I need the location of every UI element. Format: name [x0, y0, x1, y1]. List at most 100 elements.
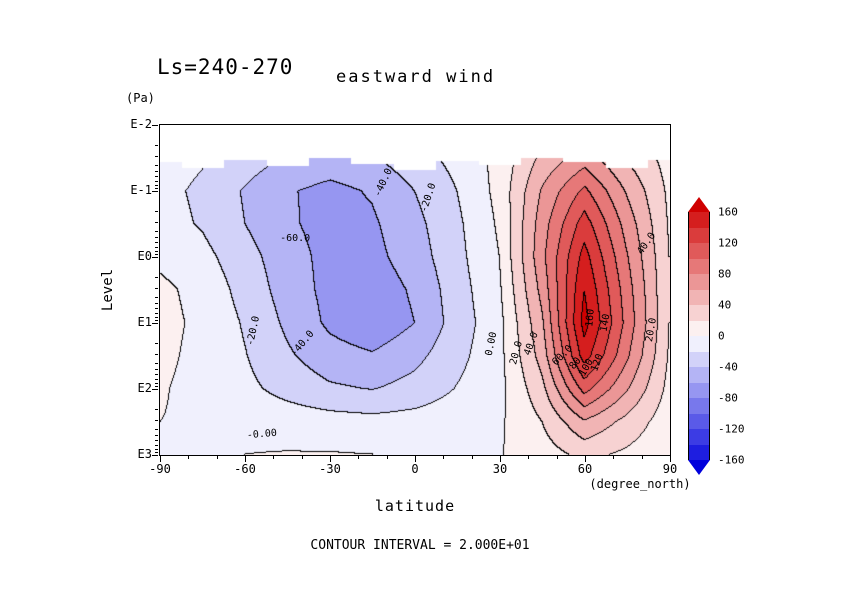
colorbar-segment [689, 367, 709, 383]
x-axis-minor-tick [443, 456, 445, 459]
y-axis-minor-tick [155, 180, 158, 182]
y-axis-minor-tick [155, 369, 158, 371]
y-axis-minor-tick [155, 246, 158, 248]
colorbar-tick-label: 40 [718, 298, 732, 312]
y-axis-tick [152, 455, 158, 456]
y-axis-tick-label: E1 [137, 315, 152, 329]
y-axis-minor-tick [155, 440, 158, 442]
y-axis-minor-tick [155, 342, 158, 344]
x-axis-tick-label: -60 [234, 462, 256, 476]
colorbar-segment [689, 351, 709, 367]
y-axis-minor-tick [155, 230, 158, 232]
y-axis-tick-label: E2 [137, 381, 152, 395]
y-axis-tick [152, 257, 158, 258]
x-axis-minor-tick [641, 456, 643, 459]
x-axis-tick [585, 456, 586, 462]
colorbar-labels: 160 120 80 40 0 -40 -80 -120 -160 [718, 206, 758, 467]
colorbar-segment [689, 305, 709, 321]
colorbar-segment [689, 243, 709, 259]
x-axis-minor-tick [613, 456, 615, 459]
y-axis-minor-tick [155, 156, 158, 158]
y-axis-tick-label: E-2 [130, 117, 152, 131]
y-axis-tick-label: E-1 [130, 183, 152, 197]
colorbar-tick-label: -40 [718, 360, 738, 374]
y-axis-minor-tick [155, 184, 158, 186]
colorbar-arrow-down-icon [688, 460, 710, 475]
plot-title-season: Ls=240-270 [157, 55, 294, 79]
x-axis-minor-tick [273, 456, 275, 459]
x-axis-minor-tick [471, 456, 473, 459]
y-axis-minor-tick [155, 354, 158, 356]
y-axis-minor-tick [155, 316, 158, 318]
x-axis-tick-label: 0 [411, 462, 419, 476]
y-axis-unit: (Pa) [126, 91, 155, 105]
contour-interval-note: CONTOUR INTERVAL = 2.000E+01 [310, 538, 530, 553]
y-axis-minor-tick [155, 385, 158, 387]
y-axis-minor-tick [155, 319, 158, 321]
x-axis-tick [245, 456, 246, 462]
x-axis-tick [415, 456, 416, 462]
y-axis-minor-tick [155, 253, 158, 255]
plot-title-variable: eastward wind [336, 67, 496, 87]
colorbar-segment [689, 444, 709, 460]
y-axis-label: Level [100, 268, 116, 312]
x-axis-minor-tick [358, 456, 360, 459]
colorbar-tick-label: 120 [718, 236, 738, 250]
colorbar-segment [689, 382, 709, 398]
x-axis-minor-tick [528, 456, 530, 459]
y-axis-minor-tick [155, 176, 158, 178]
y-axis-minor-tick [155, 210, 158, 212]
y-axis-minor-tick [155, 374, 158, 376]
y-axis-tick [152, 191, 158, 192]
y-axis-minor-tick [155, 382, 158, 384]
y-axis-minor-tick [155, 362, 158, 364]
y-axis-tick [152, 323, 158, 324]
colorbar-arrow-up-icon [688, 197, 710, 212]
contour-plot-canvas [160, 125, 670, 455]
y-axis-minor-tick [155, 296, 158, 298]
colorbar-tick-label: -120 [718, 422, 745, 436]
y-axis-minor-tick [155, 408, 158, 410]
colorbar-segment [689, 429, 709, 445]
y-axis-tick-label: E0 [137, 249, 152, 263]
y-axis-minor-tick [155, 222, 158, 224]
y-axis-tick [152, 125, 158, 126]
y-axis-minor-tick [155, 428, 158, 430]
y-axis-minor-tick [155, 171, 158, 173]
y-axis-minor-tick [155, 308, 158, 310]
y-axis-minor-tick [155, 448, 158, 450]
y-axis-minor-tick [155, 378, 158, 380]
y-axis-minor-tick [155, 242, 158, 244]
colorbar-segment [689, 212, 709, 228]
colorbar-tick-label: -80 [718, 391, 738, 405]
x-axis-minor-tick [301, 456, 303, 459]
y-axis-minor-tick [155, 420, 158, 422]
colorbar-segment [689, 227, 709, 243]
y-axis-minor-tick [155, 276, 158, 278]
y-axis-minor-tick [155, 435, 158, 437]
y-axis-minor-tick [155, 250, 158, 252]
colorbar-segment [689, 320, 709, 336]
x-axis-tick-label: -30 [319, 462, 341, 476]
y-axis-tick-label: E3 [137, 447, 152, 461]
y-axis-minor-tick [155, 312, 158, 314]
x-axis-tick-label: 90 [662, 462, 678, 476]
x-axis-tick-label: -90 [149, 462, 171, 476]
y-axis-minor-tick [155, 303, 158, 305]
colorbar-segment [689, 274, 709, 290]
x-axis-tick [330, 456, 331, 462]
colorbar-body [688, 212, 710, 460]
colorbar-tick-label: 80 [718, 267, 732, 281]
y-axis-minor-tick [155, 164, 158, 166]
colorbar-tick-label: -160 [718, 453, 745, 467]
colorbar-segment [689, 289, 709, 305]
y-axis-minor-tick [155, 187, 158, 189]
x-axis-unit: (degree_north) [589, 477, 691, 491]
colorbar-segment [689, 413, 709, 429]
x-axis-label: latitude [374, 497, 456, 515]
x-axis-tick [670, 456, 671, 462]
y-axis-tick [152, 389, 158, 390]
y-axis-minor-tick [155, 237, 158, 239]
x-axis-tick [160, 456, 161, 462]
